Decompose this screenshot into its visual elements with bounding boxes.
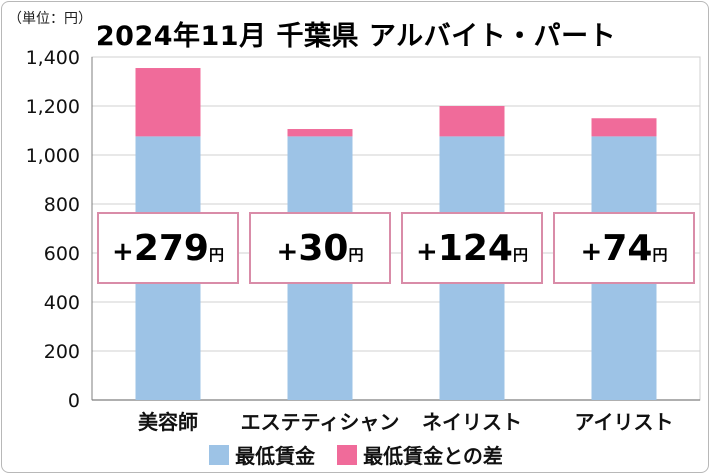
callout-label: +279円	[112, 228, 224, 269]
legend-swatch-min-wage	[209, 444, 230, 465]
unit-label: （単位：円）	[8, 11, 92, 27]
y-tick-label: 1,400	[26, 47, 80, 69]
callout-sign: +	[416, 237, 438, 267]
callout-label: +124円	[416, 228, 528, 269]
x-tick-label: アイリスト	[575, 410, 674, 434]
callout-unit: 円	[348, 246, 363, 264]
callout-label: +30円	[277, 228, 364, 269]
x-tick-label: エステティシャン	[241, 410, 400, 434]
callout-sign: +	[581, 237, 603, 267]
callout-label: +74円	[581, 228, 668, 269]
legend-item-min-wage: 最低賃金	[209, 440, 315, 469]
callout-box	[97, 212, 239, 284]
bar-difference	[135, 68, 201, 137]
bar-difference	[287, 129, 353, 137]
callout-unit: 円	[513, 246, 528, 264]
legend-label-difference: 最低賃金との差	[363, 444, 503, 468]
chart-title: 2024年11月 千葉県 アルバイト・パート	[95, 21, 617, 52]
x-tick-label: ネイリスト	[422, 410, 522, 434]
callout-box	[249, 212, 391, 284]
y-tick-label: 0	[68, 390, 80, 412]
legend-swatch-difference	[337, 444, 358, 465]
legend: 最低賃金 最低賃金との差	[0, 440, 712, 469]
y-tick-label: 1,200	[26, 96, 80, 118]
callout-value: 74	[602, 228, 652, 269]
callout-value: 30	[298, 228, 348, 269]
y-tick-label: 200	[44, 341, 80, 363]
callout-value: 124	[438, 228, 513, 269]
callout-unit: 円	[652, 246, 667, 264]
callout-sign: +	[277, 237, 299, 267]
legend-item-difference: 最低賃金との差	[337, 440, 503, 469]
callout-unit: 円	[209, 246, 224, 264]
bar-difference	[439, 106, 505, 137]
callout-sign: +	[112, 237, 134, 267]
callout-value: 279	[134, 228, 209, 269]
legend-label-min-wage: 最低賃金	[235, 444, 316, 468]
y-tick-label: 1,000	[26, 145, 80, 167]
y-tick-label: 800	[44, 194, 80, 216]
x-tick-label: 美容師	[138, 410, 198, 434]
callout-box	[553, 212, 695, 284]
bar-difference	[591, 118, 657, 137]
callout-box	[401, 212, 543, 284]
y-tick-label: 400	[44, 292, 80, 314]
y-tick-label: 600	[44, 243, 80, 265]
